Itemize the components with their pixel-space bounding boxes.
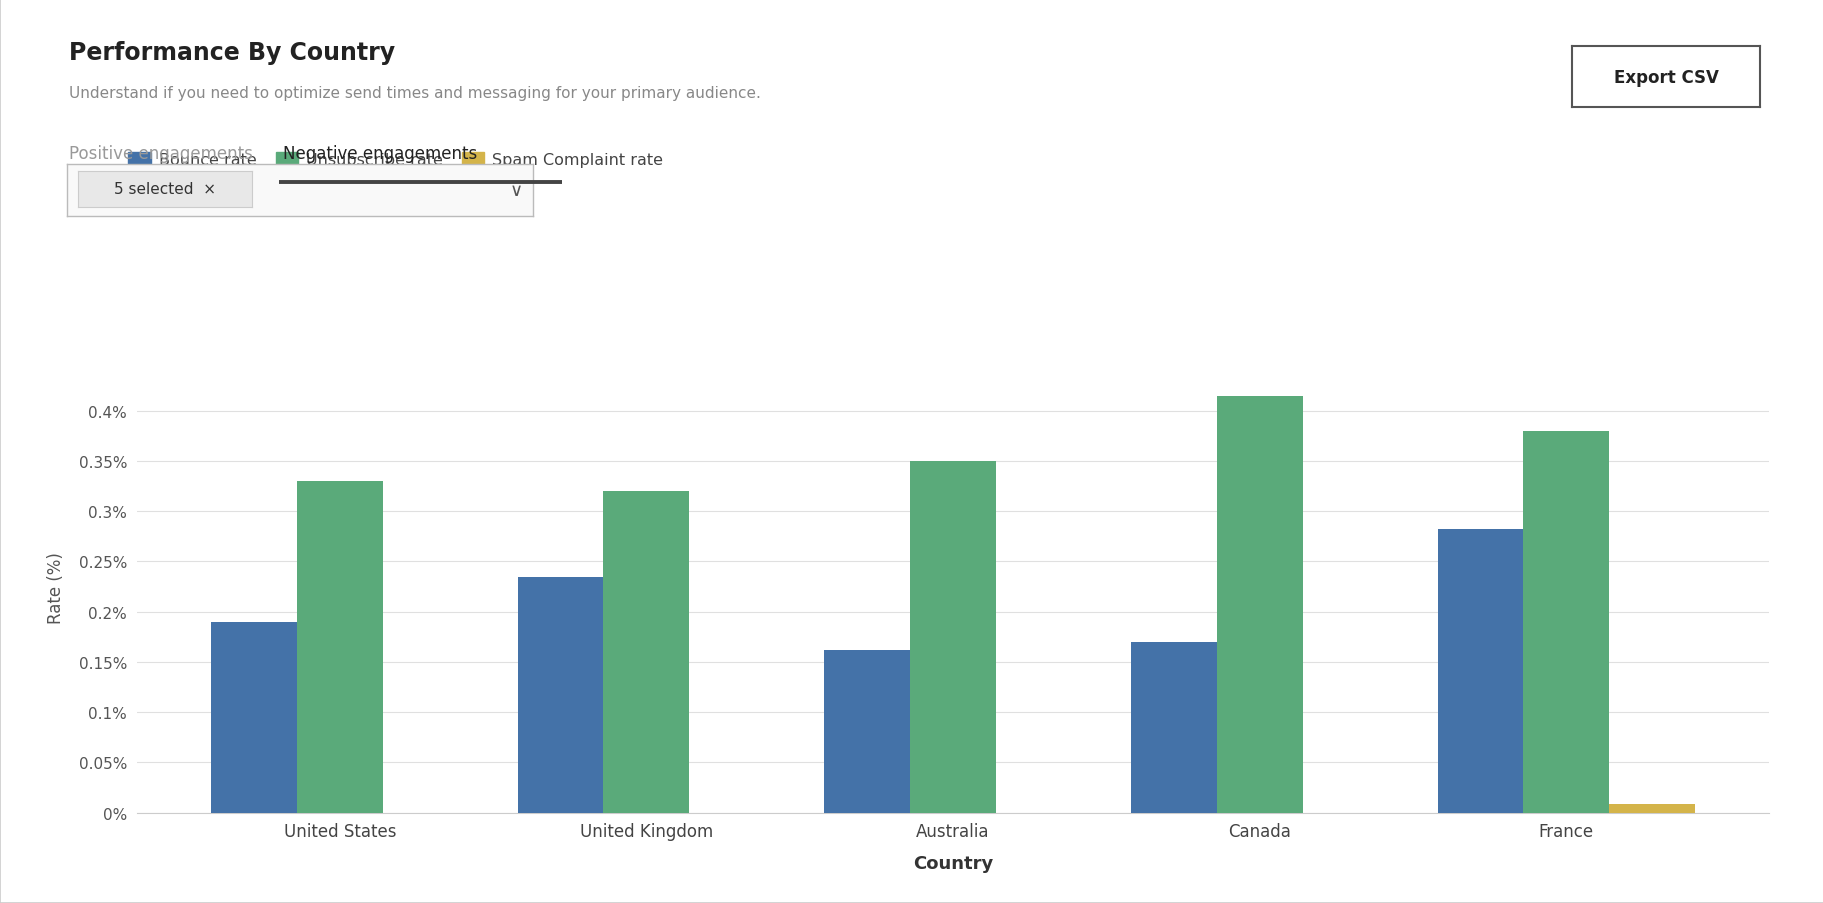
Bar (297, 481, 383, 813)
Bar (910, 461, 995, 813)
Bar (1608, 805, 1694, 813)
Bar (603, 491, 689, 813)
Legend: Bounce rate, Unsubscribe rate, Spam Complaint rate: Bounce rate, Unsubscribe rate, Spam Comp… (128, 153, 664, 168)
Text: 5 selected  ×: 5 selected × (115, 182, 215, 197)
Bar (1130, 642, 1216, 813)
Bar (1522, 432, 1608, 813)
Bar (1216, 396, 1302, 813)
Text: ∨: ∨ (509, 182, 523, 200)
Text: Understand if you need to optimize send times and messaging for your primary aud: Understand if you need to optimize send … (69, 86, 760, 101)
Text: Performance By Country: Performance By Country (69, 41, 396, 65)
Bar (824, 650, 910, 813)
Y-axis label: Rate (%): Rate (%) (47, 551, 64, 623)
Bar (211, 622, 297, 813)
Bar (1437, 530, 1522, 813)
X-axis label: Country: Country (913, 854, 992, 872)
Text: Positive engagements: Positive engagements (69, 144, 253, 163)
Text: Negative engagements: Negative engagements (283, 144, 476, 163)
Bar (518, 577, 603, 813)
Text: Export CSV: Export CSV (1613, 69, 1717, 87)
